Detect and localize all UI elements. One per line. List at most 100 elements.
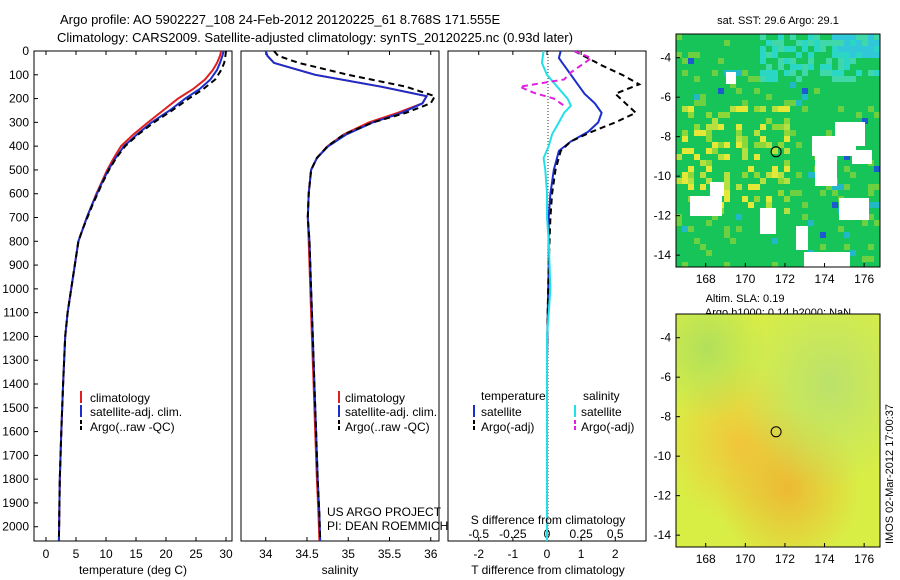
sst-cell	[826, 64, 832, 70]
sst-cell	[706, 136, 712, 142]
sst-cell	[784, 46, 790, 52]
sst-cell	[790, 100, 796, 106]
sst-cell	[772, 166, 778, 172]
sst-cell	[736, 124, 742, 130]
sla-map-title: Altim. SLA: 0.19	[706, 293, 785, 305]
sst-cell	[808, 220, 814, 226]
sst-cell	[682, 130, 688, 136]
land-masks	[690, 72, 872, 267]
sst-cell	[844, 76, 850, 82]
sla-low-band	[676, 314, 880, 547]
sst-cell	[838, 76, 844, 82]
sst-cell	[808, 58, 814, 64]
sst-cell	[868, 256, 874, 262]
sst-cell	[802, 64, 808, 70]
sst-cell	[748, 76, 754, 82]
sst-cell	[778, 64, 784, 70]
sst-cell	[838, 40, 844, 46]
land-mask	[852, 150, 872, 164]
x-tick-label: -2	[473, 547, 484, 561]
sst-cell	[742, 172, 748, 178]
sst-cell	[850, 58, 856, 64]
map-y-tick-label: -14	[654, 248, 672, 262]
sst-map-frame	[675, 33, 881, 268]
sst-cell	[784, 166, 790, 172]
sst-cell	[838, 106, 844, 112]
sla-heatmap	[676, 314, 880, 547]
side-timestamp-label: IMOS 02-Mar-2012 17:00:37	[884, 404, 896, 544]
sst-cell	[778, 172, 784, 178]
sst-cell	[772, 106, 778, 112]
sst-cell	[862, 40, 868, 46]
land-mask	[760, 208, 776, 234]
land-mask	[804, 252, 850, 267]
sst-cell	[838, 64, 844, 70]
sst-cell	[844, 154, 850, 160]
sst-cell	[844, 52, 850, 58]
sst-cell	[802, 214, 808, 220]
sst-cell	[784, 136, 790, 142]
sst-cell	[844, 166, 850, 172]
sst-cell	[856, 34, 862, 40]
sst-cell	[772, 40, 778, 46]
sst-cell	[838, 46, 844, 52]
depth-tick-label: 0	[22, 44, 29, 58]
x-tick-label: 0	[544, 547, 551, 561]
sst-cell	[736, 106, 742, 112]
sst-cell	[844, 244, 850, 250]
sst-cell	[676, 34, 682, 40]
sst-cell	[808, 64, 814, 70]
sst-cell	[844, 184, 850, 190]
sst-cell	[724, 40, 730, 46]
sst-cell	[694, 100, 700, 106]
sst-cell	[826, 184, 832, 190]
sst-cell	[868, 214, 874, 220]
sst-cell	[748, 184, 754, 190]
difference-legend: temperature salinity satellite Argo(-adj…	[473, 389, 634, 434]
sst-cell	[766, 196, 772, 202]
sst-cell	[742, 196, 748, 202]
legend-label-satellite-adj: satellite-adj. clim.	[345, 405, 437, 419]
sst-cell	[820, 70, 826, 76]
sst-cell	[742, 142, 748, 148]
sst-cell	[724, 172, 730, 178]
sst-cell	[802, 106, 808, 112]
map-y-tick-label: -6	[660, 370, 671, 384]
sst-cell	[832, 70, 838, 76]
sst-cell	[754, 196, 760, 202]
sst-cell	[796, 76, 802, 82]
sst-cell	[706, 124, 712, 130]
sst-cell	[724, 226, 730, 232]
sst-cell	[766, 76, 772, 82]
map-x-tick-label: 168	[696, 272, 716, 286]
sla-map-ticks: 168 170 172 174 176 -4 -6 -8 -10 -12 -14	[654, 331, 875, 566]
sst-cell	[676, 220, 682, 226]
sst-cell	[688, 172, 694, 178]
sst-cell	[838, 58, 844, 64]
sst-cell	[736, 70, 742, 76]
sst-cell	[862, 34, 868, 40]
sst-cell	[862, 220, 868, 226]
temperature-series	[57, 51, 227, 541]
sst-cell	[796, 190, 802, 196]
sst-cell	[868, 46, 874, 52]
sst-cell	[754, 154, 760, 160]
sla-map-panel: Altim. SLA: 0.19 Argo h1000: 0.14 h2000:…	[654, 293, 881, 566]
sst-cell	[718, 58, 724, 64]
sst-cells	[676, 34, 880, 267]
sst-cell	[712, 118, 718, 124]
legend-label-climatology: climatology	[345, 391, 405, 405]
sst-cell	[850, 250, 856, 256]
sla-map-frame	[675, 313, 881, 548]
sst-cell	[784, 118, 790, 124]
x-tick-label: 34	[259, 547, 273, 561]
salinity-panel: 34 34.5 35 35.5 36 salinity climatology sate…	[240, 50, 448, 577]
sst-cell	[832, 34, 838, 40]
sst-cell	[688, 58, 694, 64]
sst-cell	[856, 46, 862, 52]
map-y-tick-label: -8	[660, 130, 671, 144]
sst-cell	[766, 142, 772, 148]
sst-cell	[850, 34, 856, 40]
depth-tick-label: 1500	[2, 401, 29, 415]
depth-tick-label: 200	[9, 92, 29, 106]
